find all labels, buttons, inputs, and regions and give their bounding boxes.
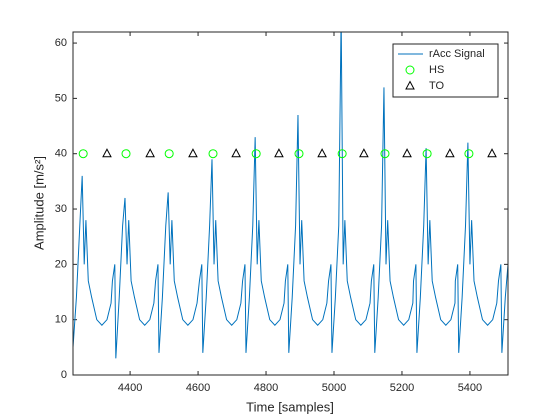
legend-label: HS (429, 64, 444, 76)
hs-marker (121, 149, 131, 159)
hs-marker (164, 149, 174, 159)
x-tick-label: 5400 (458, 382, 482, 394)
to-marker (317, 148, 327, 158)
x-tick-label: 4800 (254, 382, 278, 394)
plot-content (73, 32, 508, 359)
x-axis-label: Time [samples] (246, 399, 334, 414)
to-marker (231, 148, 241, 158)
y-tick-label: 10 (55, 314, 67, 326)
y-tick-label: 20 (55, 258, 67, 270)
hs-marker (422, 149, 432, 159)
axes-box (72, 31, 509, 376)
to-marker (402, 148, 412, 158)
hs-marker (208, 149, 218, 159)
to-marker (359, 148, 369, 158)
y-tick-label: 50 (55, 92, 67, 104)
to-marker (145, 148, 155, 158)
legend-label: rAcc Signal (429, 48, 485, 60)
to-marker (487, 148, 497, 158)
to-marker (274, 148, 284, 158)
x-tick-label: 4400 (118, 382, 142, 394)
legend-label: TO (429, 80, 445, 92)
to-marker (405, 80, 415, 90)
y-axis-label: Amplitude [m/s²] (31, 156, 46, 250)
legend-box (392, 43, 499, 98)
hs-marker (337, 149, 347, 159)
y-tick-label: 40 (55, 148, 67, 160)
hs-marker (405, 65, 415, 75)
x-tick-label: 4600 (186, 382, 210, 394)
y-tick-label: 30 (55, 203, 67, 215)
signal-line (73, 32, 508, 359)
to-marker (102, 148, 112, 158)
x-tick-label: 5000 (322, 382, 346, 394)
hs-marker (464, 149, 474, 159)
hs-marker (380, 149, 390, 159)
y-tick-label: 0 (61, 369, 67, 381)
to-marker (445, 148, 455, 158)
hs-marker (78, 149, 88, 159)
x-tick-label: 5200 (390, 382, 414, 394)
to-marker (188, 148, 198, 158)
y-tick-label: 60 (55, 37, 67, 49)
hs-marker (294, 149, 304, 159)
hs-marker (251, 149, 261, 159)
